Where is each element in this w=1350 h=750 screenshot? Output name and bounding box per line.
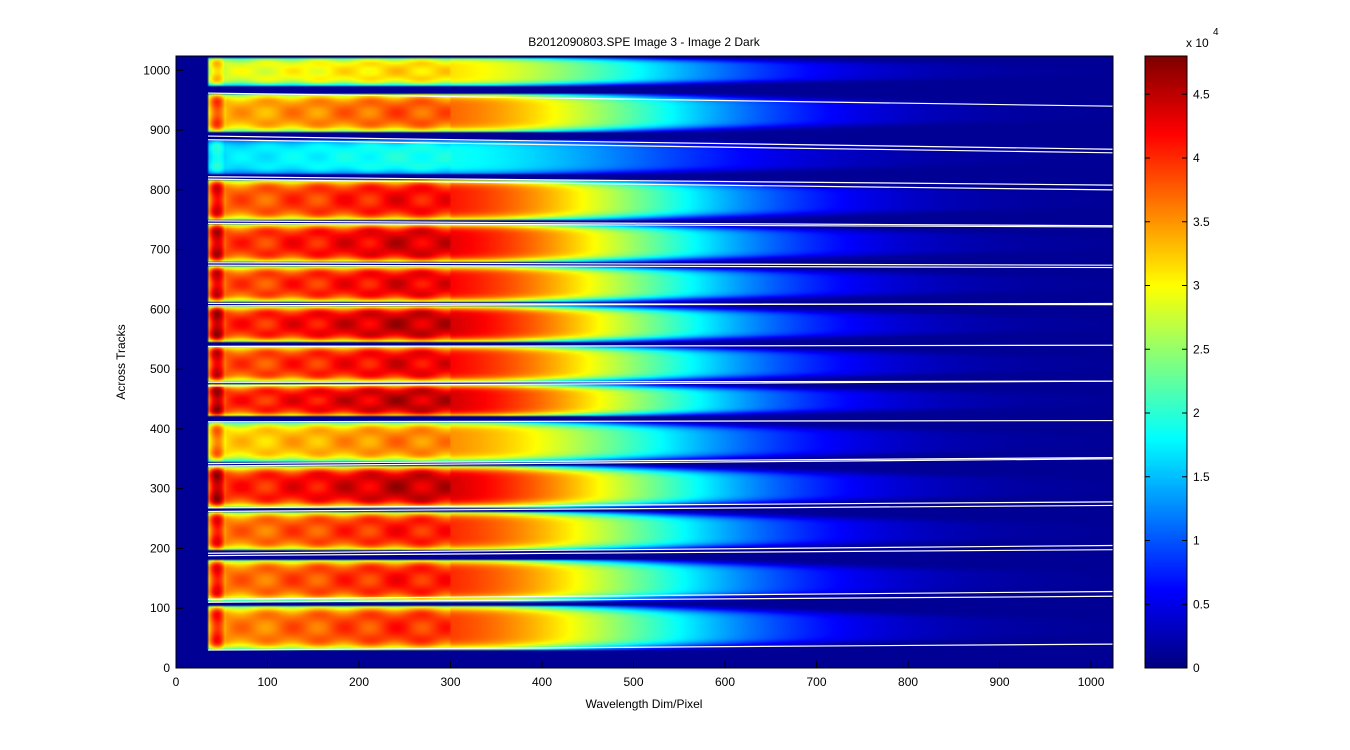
track-boundary-line (208, 544, 1114, 554)
colorbar-tick-label: 3 (1193, 279, 1200, 293)
track-boundary-line (208, 135, 1114, 150)
track-boundary-line (208, 504, 1114, 513)
y-tick-label: 300 (150, 482, 170, 496)
y-axis-label: Across Tracks (114, 324, 128, 399)
x-tick-label: 300 (440, 675, 460, 689)
colorbar-exponent: 4 (1213, 27, 1219, 38)
heatmap-plot (175, 55, 1114, 669)
track-boundary-line (208, 458, 1114, 467)
colorbar-tick-label: 1 (1193, 534, 1200, 548)
track-boundary-line (208, 344, 1114, 348)
y-tick-label: 100 (150, 601, 170, 615)
track-boundary-line (208, 590, 1114, 600)
track-boundary-line (208, 302, 1114, 306)
y-tick-label: 700 (150, 243, 170, 257)
y-tick-label: 1000 (143, 63, 170, 77)
track-boundary-line (208, 220, 1114, 227)
colorbar: 0 0.5 1 1.5 2 2.5 3 3.5 4 4.5 x 10 4 (1144, 27, 1219, 675)
y-tick-label: 500 (150, 362, 170, 376)
track-boundary-line (208, 457, 1114, 465)
x-tick-label: 200 (349, 675, 369, 689)
track-boundary-line (208, 380, 1114, 383)
colorbar-tick-label: 0.5 (1193, 597, 1210, 611)
x-axis-label: Wavelength Dim/Pixel (586, 697, 703, 711)
colorbar-tick-label: 4 (1193, 151, 1200, 165)
track-boundary-line (208, 262, 1114, 266)
track-boundary-line (208, 222, 1114, 228)
x-tick-label: 600 (715, 675, 735, 689)
x-tick-label: 400 (532, 675, 552, 689)
y-tick-label: 600 (150, 302, 170, 316)
track-boundary-line (208, 549, 1114, 557)
colorbar-tick-label: 2.5 (1193, 342, 1210, 356)
y-tick-label: 900 (150, 123, 170, 137)
colorbar-tick-label: 2 (1193, 406, 1200, 420)
track-boundary-lines (208, 92, 1114, 651)
colorbar-frame (1144, 55, 1188, 669)
y-tick-label: 200 (150, 541, 170, 555)
track-boundary-line (208, 92, 1114, 107)
x-tick-label: 1000 (1078, 675, 1105, 689)
x-tick-label: 500 (624, 675, 644, 689)
track-boundary-line (208, 264, 1114, 269)
colorbar-tick-label: 3.5 (1193, 215, 1210, 229)
x-tick-label: 0 (173, 675, 180, 689)
track-boundary-line (208, 595, 1114, 603)
x-tick-label: 100 (257, 675, 277, 689)
x-tick-label: 800 (898, 675, 918, 689)
x-axis: 0 100 200 300 400 500 600 700 800 900 1000 (173, 661, 1105, 689)
heatmap-image (176, 56, 1113, 668)
x-tick-label: 900 (990, 675, 1010, 689)
colorbar-gradient (1145, 56, 1187, 668)
y-tick-label: 0 (163, 661, 170, 675)
y-axis: 0 100 200 300 400 500 600 700 800 900 1000 (143, 63, 183, 675)
track-boundary-line (208, 419, 1114, 423)
track-boundary-line (208, 643, 1114, 651)
track-boundary-line (208, 178, 1114, 191)
colorbar-tick-label: 1.5 (1193, 470, 1210, 484)
track-boundary-line (208, 501, 1114, 509)
colorbar-tick-label: 0 (1193, 661, 1200, 675)
y-tick-label: 400 (150, 422, 170, 436)
colorbar-ticks: 0 0.5 1 1.5 2 2.5 3 3.5 4 4.5 (1145, 87, 1210, 675)
track-boundary-line (208, 139, 1114, 154)
x-tick-label: 700 (807, 675, 827, 689)
colorbar-tick-label: 4.5 (1193, 87, 1210, 101)
y-tick-label: 800 (150, 183, 170, 197)
colorbar-multiplier: x 10 (1186, 36, 1209, 50)
plot-frame (175, 55, 1114, 669)
chart-title: B2012090803.SPE Image 3 - Image 2 Dark (528, 35, 760, 49)
track-boundary-line (208, 176, 1114, 186)
